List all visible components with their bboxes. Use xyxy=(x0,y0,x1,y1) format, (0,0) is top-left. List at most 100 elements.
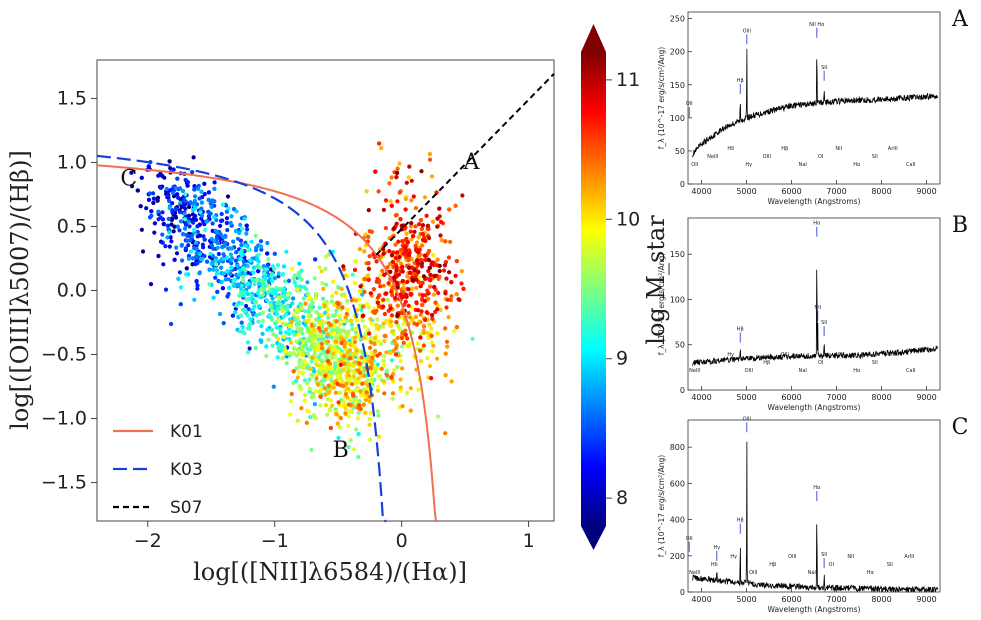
spectrum-y-tick-label: 600 xyxy=(670,479,685,488)
scatter-point xyxy=(454,292,459,297)
scatter-point xyxy=(376,189,381,194)
scatter-point xyxy=(352,267,358,272)
scatter-point xyxy=(151,191,156,196)
scatter-point xyxy=(177,186,183,191)
line-id-label: Hα xyxy=(853,162,861,168)
scatter-point xyxy=(182,226,188,231)
scatter-point xyxy=(422,253,427,258)
line-id-label: NaI xyxy=(799,162,807,168)
colorbar: 8 9 10 11 log M_star xyxy=(581,24,670,550)
scatter-point xyxy=(329,326,334,331)
scatter-point xyxy=(361,393,366,398)
scatter-point xyxy=(170,190,176,195)
line-id-label: Hβ xyxy=(763,360,770,366)
scatter-point xyxy=(256,269,261,274)
scatter-point xyxy=(195,234,200,239)
line-id-label: NeIII xyxy=(689,570,700,576)
scatter-point xyxy=(217,311,223,317)
scatter-point xyxy=(347,362,352,367)
scatter-point xyxy=(156,253,161,259)
scatter-point xyxy=(294,339,299,344)
scatter-point xyxy=(361,402,366,407)
scatter-point xyxy=(416,254,421,259)
scatter-point xyxy=(389,253,395,258)
spectrum-x-tick-label: 5000 xyxy=(736,187,756,196)
scatter-point xyxy=(278,287,283,292)
spectrum-x-tick-label: 8000 xyxy=(871,595,891,604)
scatter-point xyxy=(260,331,265,336)
scatter-point xyxy=(354,348,359,353)
scatter-point xyxy=(326,383,331,388)
scatter-point xyxy=(347,348,353,353)
scatter-point xyxy=(343,392,348,397)
scatter-point xyxy=(240,324,245,330)
scatter-point xyxy=(171,229,176,234)
scatter-point xyxy=(366,208,371,213)
scatter-point xyxy=(177,228,182,233)
scatter-points xyxy=(129,141,475,460)
scatter-point xyxy=(297,320,302,325)
scatter-point xyxy=(183,272,188,277)
scatter-point xyxy=(350,369,355,374)
spectrum-flux-line xyxy=(692,48,939,158)
scatter-point xyxy=(400,344,405,349)
scatter-point xyxy=(194,217,199,222)
scatter-point xyxy=(253,233,258,238)
scatter-point xyxy=(231,283,236,288)
scatter-point xyxy=(404,180,409,185)
scatter-point xyxy=(334,308,339,314)
scatter-point xyxy=(425,226,430,231)
scatter-point xyxy=(348,342,353,347)
scatter-point xyxy=(384,350,389,355)
scatter-point xyxy=(303,301,308,306)
scatter-point xyxy=(419,359,424,364)
scatter-point xyxy=(427,265,432,270)
line-id-label: NII xyxy=(835,146,842,152)
scatter-point xyxy=(251,265,257,270)
scatter-point xyxy=(172,257,177,262)
scatter-point xyxy=(245,247,251,252)
spectrum-x-tick-label: 8000 xyxy=(871,187,891,196)
scatter-point xyxy=(388,323,394,328)
scatter-point xyxy=(385,373,390,378)
scatter-point xyxy=(318,394,323,399)
scatter-point xyxy=(180,258,185,263)
scatter-point xyxy=(281,321,286,326)
scatter-point xyxy=(202,192,207,197)
scatter-point xyxy=(327,408,332,413)
scatter-point xyxy=(219,211,224,217)
scatter-point xyxy=(420,223,425,228)
scatter-point xyxy=(269,327,275,332)
scatter-point xyxy=(435,356,440,361)
scatter-point xyxy=(198,210,203,215)
scatter-point xyxy=(309,330,314,335)
scatter-point xyxy=(341,403,346,408)
scatter-point xyxy=(172,194,177,199)
scatter-point xyxy=(403,332,408,337)
emission-line-label: Hα xyxy=(813,485,821,491)
scatter-point xyxy=(295,315,300,320)
scatter-point xyxy=(403,328,408,333)
colorbar-label: log M_star xyxy=(642,215,670,345)
x-tick-label: −1 xyxy=(261,530,289,552)
scatter-point xyxy=(257,281,262,287)
scatter-point xyxy=(353,298,358,303)
scatter-point xyxy=(237,272,242,277)
scatter-point xyxy=(425,296,431,301)
scatter-point xyxy=(385,265,390,270)
scatter-point xyxy=(348,438,353,443)
scatter-point xyxy=(389,358,394,363)
scatter-point xyxy=(166,216,171,221)
scatter-point xyxy=(410,286,415,291)
scatter-point xyxy=(167,244,172,249)
scatter-point xyxy=(368,410,373,415)
scatter-point xyxy=(409,237,414,242)
scatter-point xyxy=(269,274,274,279)
scatter-point xyxy=(304,337,309,342)
spectrum-flux-line xyxy=(692,441,939,593)
scatter-point xyxy=(389,175,394,180)
line-id-label: Hβ xyxy=(781,146,788,152)
scatter-point xyxy=(197,270,202,275)
scatter-point xyxy=(368,316,373,322)
scatter-point xyxy=(420,232,425,237)
